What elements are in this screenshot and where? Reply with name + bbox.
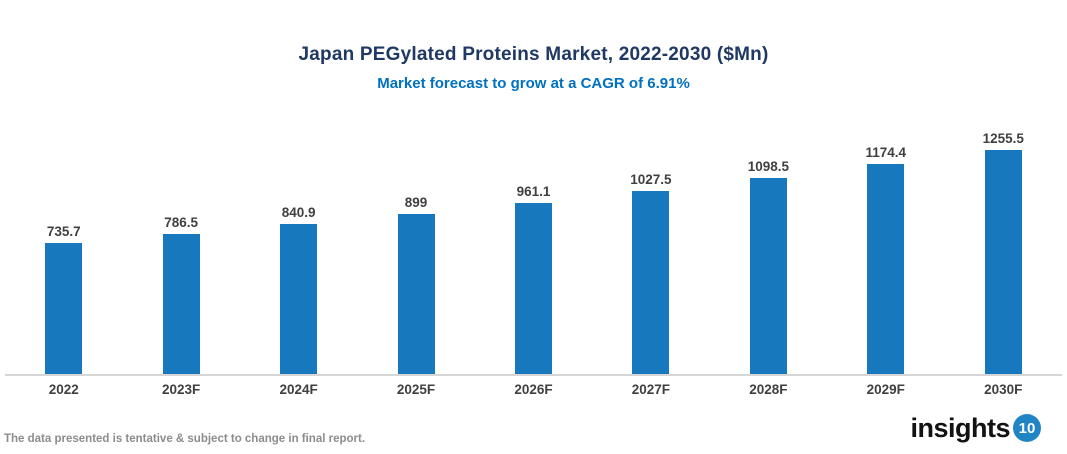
x-labels-row: 2022 2023F 2024F 2025F 2026F 2027F 2028F 2029F 2… bbox=[5, 382, 1062, 397]
bar bbox=[162, 234, 200, 374]
chart-title: Japan PEGylated Proteins Market, 2022-20… bbox=[298, 44, 769, 65]
bar-value-label: 786.5 bbox=[164, 215, 199, 230]
bars-row: 735.7 786.5 840.9 899 961.1 1027.5 1098.5 1174.… bbox=[5, 110, 1062, 376]
bar bbox=[984, 150, 1022, 374]
bar bbox=[45, 243, 83, 374]
bar bbox=[280, 224, 318, 374]
x-axis-label: 2027F bbox=[631, 382, 671, 397]
bar bbox=[514, 203, 552, 374]
x-axis-label: 2026F bbox=[514, 382, 553, 397]
bar-column: 786.5 bbox=[122, 215, 239, 374]
bar bbox=[867, 164, 905, 374]
bar-column: 840.9 bbox=[240, 205, 357, 374]
bar-value-label: 1255.5 bbox=[982, 131, 1024, 146]
chart-header: Japan PEGylated Proteins Market, 2022-20… bbox=[0, 0, 1067, 92]
x-axis-label: 2023F bbox=[162, 382, 201, 397]
bar-column: 735.7 bbox=[5, 224, 122, 374]
logo-text: insights bbox=[910, 412, 1010, 443]
bar-value-label: 1027.5 bbox=[630, 172, 672, 187]
bar-column: 1174.4 bbox=[827, 145, 944, 374]
bar-column: 899 bbox=[357, 195, 474, 374]
logo-number-badge: 10 bbox=[1013, 414, 1041, 442]
bar-chart: 735.7 786.5 840.9 899 961.1 1027.5 1098.5 1174.… bbox=[5, 110, 1062, 397]
insights10-logo: insights 10 bbox=[910, 414, 1041, 442]
disclaimer-text: The data presented is tentative & subjec… bbox=[4, 433, 366, 445]
bar-column: 1255.5 bbox=[945, 131, 1062, 374]
bar bbox=[397, 214, 435, 374]
x-axis-label: 2030F bbox=[984, 382, 1023, 397]
chart-subtitle: Market forecast to grow at a CAGR of 6.9… bbox=[377, 75, 690, 92]
x-axis-label: 2029F bbox=[866, 382, 905, 397]
x-axis-label: 2028F bbox=[749, 382, 788, 397]
bar-value-label: 735.7 bbox=[46, 224, 81, 239]
x-axis-label: 2024F bbox=[279, 382, 318, 397]
bar-value-label: 961.1 bbox=[516, 184, 551, 199]
x-axis-label: 2022 bbox=[48, 382, 79, 397]
x-axis-label: 2025F bbox=[396, 382, 436, 397]
bar-value-label: 899 bbox=[404, 195, 428, 210]
bar-value-label: 1174.4 bbox=[865, 145, 907, 160]
bar-column: 961.1 bbox=[475, 184, 592, 374]
bar-value-label: 1098.5 bbox=[747, 159, 789, 174]
bar-column: 1098.5 bbox=[710, 159, 827, 374]
bar bbox=[632, 191, 670, 374]
bar bbox=[749, 178, 787, 374]
bar-value-label: 840.9 bbox=[281, 205, 316, 220]
bar-column: 1027.5 bbox=[592, 172, 709, 374]
